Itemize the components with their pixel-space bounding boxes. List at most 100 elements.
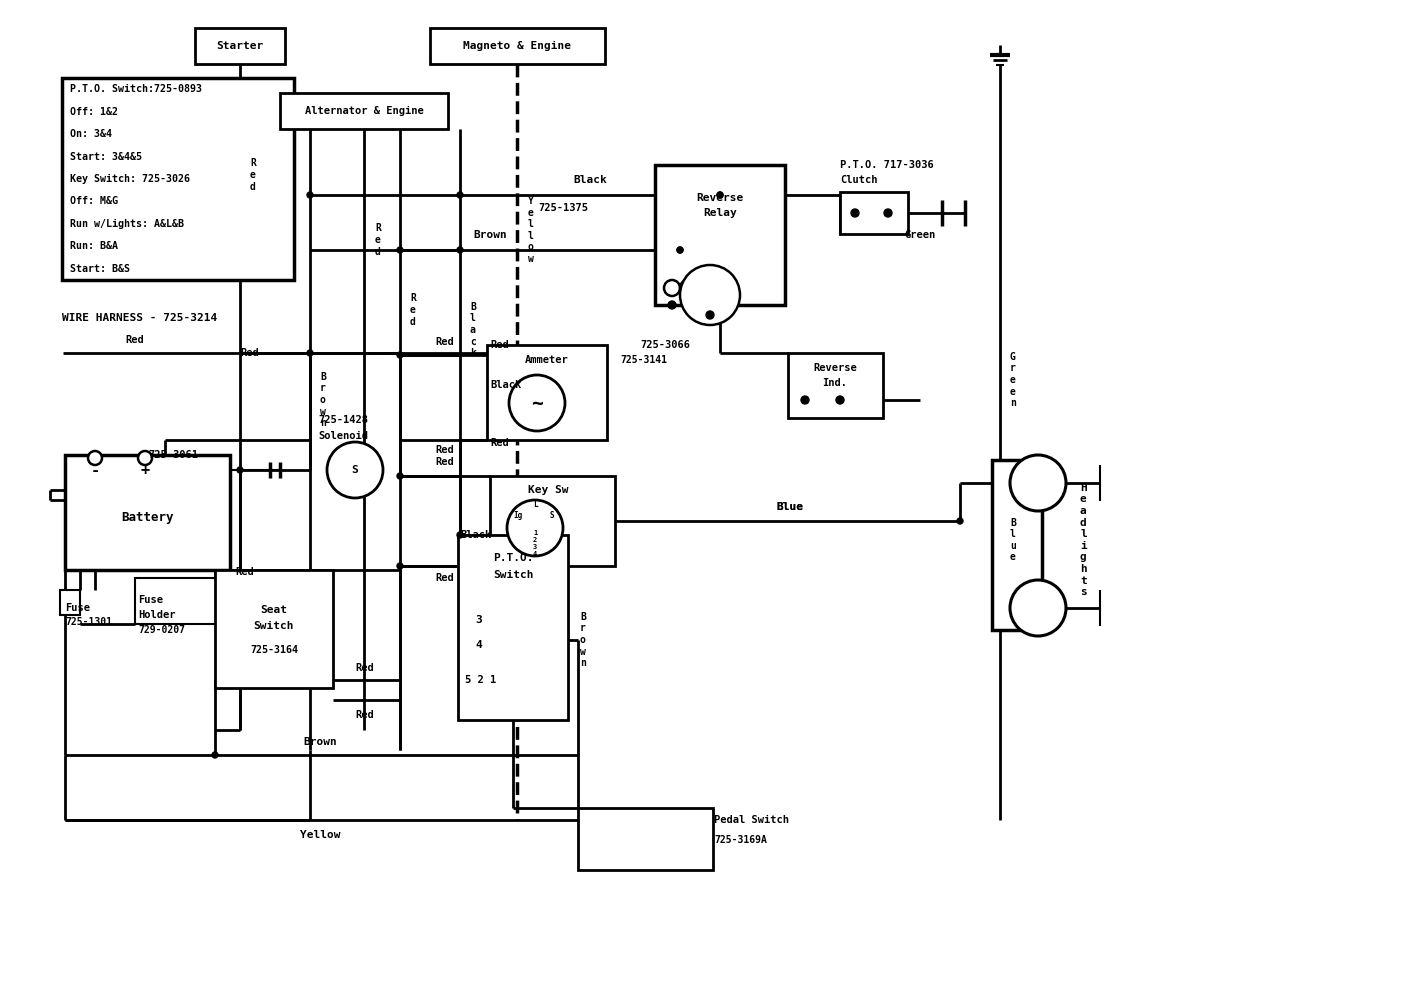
Text: B
l
u
e: B l u e (1010, 518, 1016, 563)
Text: Run w/Lights: A&L&B: Run w/Lights: A&L&B (69, 219, 184, 229)
Text: Battery: Battery (120, 512, 173, 525)
Text: Reverse: Reverse (813, 363, 857, 373)
Circle shape (680, 265, 740, 325)
Text: Seat: Seat (261, 605, 288, 615)
Text: Start: B&S: Start: B&S (69, 263, 130, 273)
Bar (62, 78, 293, 280)
Text: P.T.O. 717-3036: P.T.O. 717-3036 (840, 160, 934, 170)
Text: Brown: Brown (303, 737, 337, 747)
Text: Y
e
l
l
o
w: Y e l l o w (529, 196, 534, 264)
Circle shape (884, 209, 891, 217)
Circle shape (213, 752, 218, 758)
Circle shape (667, 301, 676, 309)
Text: Red: Red (235, 567, 255, 577)
Text: -: - (91, 462, 99, 477)
Bar (487, 345, 606, 440)
Text: Red: Red (435, 337, 455, 347)
Text: S: S (351, 465, 359, 475)
Text: Black: Black (572, 175, 606, 185)
Text: H
e
a
d
l
i
g
h
t
s: H e a d l i g h t s (1080, 483, 1087, 597)
Circle shape (677, 247, 683, 253)
Text: S: S (550, 511, 554, 520)
Circle shape (397, 247, 402, 253)
Text: B
r
o
w
n: B r o w n (580, 612, 585, 669)
Bar (60, 590, 79, 615)
Circle shape (137, 451, 152, 465)
Circle shape (706, 311, 714, 319)
Text: Black: Black (461, 530, 492, 540)
Text: Alternator & Engine: Alternator & Engine (305, 106, 424, 116)
Text: Red: Red (490, 438, 509, 448)
Text: Magneto & Engine: Magneto & Engine (463, 41, 571, 51)
Bar (65, 455, 230, 570)
Text: 725-3164: 725-3164 (249, 645, 298, 655)
Text: Red: Red (241, 348, 259, 358)
Text: R
e
d: R e d (376, 224, 381, 256)
Text: P.T.O.: P.T.O. (493, 553, 533, 563)
Text: R
e
d: R e d (249, 159, 256, 192)
Circle shape (680, 280, 696, 296)
Circle shape (677, 247, 683, 253)
Text: Key Switch: 725-3026: Key Switch: 725-3026 (69, 174, 190, 184)
Text: Clutch: Clutch (840, 175, 877, 185)
Bar (490, 476, 615, 566)
Bar (458, 535, 568, 720)
Text: Fuse: Fuse (137, 595, 163, 605)
Circle shape (507, 500, 563, 556)
Circle shape (717, 192, 723, 198)
Text: Relay: Relay (703, 208, 737, 218)
Circle shape (852, 209, 859, 217)
Text: Red: Red (490, 340, 509, 350)
Text: 5 2 1: 5 2 1 (465, 675, 496, 685)
Bar (578, 808, 713, 870)
Text: Ammeter: Ammeter (526, 355, 568, 365)
Circle shape (1010, 455, 1066, 511)
Text: R
e
d: R e d (410, 293, 415, 326)
Text: WIRE HARNESS - 725-3214: WIRE HARNESS - 725-3214 (62, 313, 217, 323)
Text: Start: 3&4&5: Start: 3&4&5 (69, 152, 142, 162)
Text: Ig: Ig (513, 511, 523, 520)
Circle shape (458, 192, 463, 198)
Text: 725-3169A: 725-3169A (714, 835, 767, 845)
Text: On: 3&4: On: 3&4 (69, 129, 112, 139)
Text: Brown: Brown (473, 230, 507, 240)
Text: Red: Red (356, 663, 374, 673)
Text: 1
2
3
4: 1 2 3 4 (533, 530, 537, 557)
Circle shape (458, 247, 463, 253)
Circle shape (327, 442, 383, 498)
Text: Fuse: Fuse (65, 603, 91, 613)
Text: Red: Red (356, 710, 374, 720)
Circle shape (397, 473, 402, 479)
Text: Blue: Blue (777, 502, 803, 512)
Text: Black: Black (490, 380, 521, 390)
Text: B
r
o
w
n: B r o w n (320, 372, 326, 428)
Text: Ind.: Ind. (822, 378, 847, 388)
Text: Pedal Switch: Pedal Switch (714, 815, 789, 825)
Text: Run: B&A: Run: B&A (69, 242, 118, 251)
Text: 725-3061: 725-3061 (147, 450, 198, 460)
Text: 725-3066: 725-3066 (640, 340, 690, 350)
Text: P.T.O. Switch:725-0893: P.T.O. Switch:725-0893 (69, 84, 203, 94)
Circle shape (509, 375, 565, 431)
Circle shape (801, 396, 809, 404)
Text: 725-1428: 725-1428 (317, 415, 368, 425)
Circle shape (88, 451, 102, 465)
Text: ~: ~ (531, 393, 543, 412)
Text: 3: 3 (475, 615, 482, 625)
Bar (992, 460, 1041, 630)
Bar (840, 192, 908, 234)
Text: Blue: Blue (777, 502, 803, 512)
Text: Solenoid: Solenoid (317, 431, 368, 441)
Bar (281, 93, 448, 129)
Text: L: L (533, 500, 537, 509)
Text: G
r
e
e
n: G r e e n (1010, 352, 1016, 408)
Circle shape (397, 563, 402, 569)
Text: Off: M&G: Off: M&G (69, 197, 118, 207)
Bar (429, 28, 605, 64)
Text: +: + (140, 462, 150, 477)
Text: Red: Red (435, 445, 455, 455)
Bar (788, 353, 883, 418)
Circle shape (397, 352, 402, 358)
Text: Key Sw: Key Sw (527, 485, 568, 495)
Circle shape (1010, 580, 1066, 636)
